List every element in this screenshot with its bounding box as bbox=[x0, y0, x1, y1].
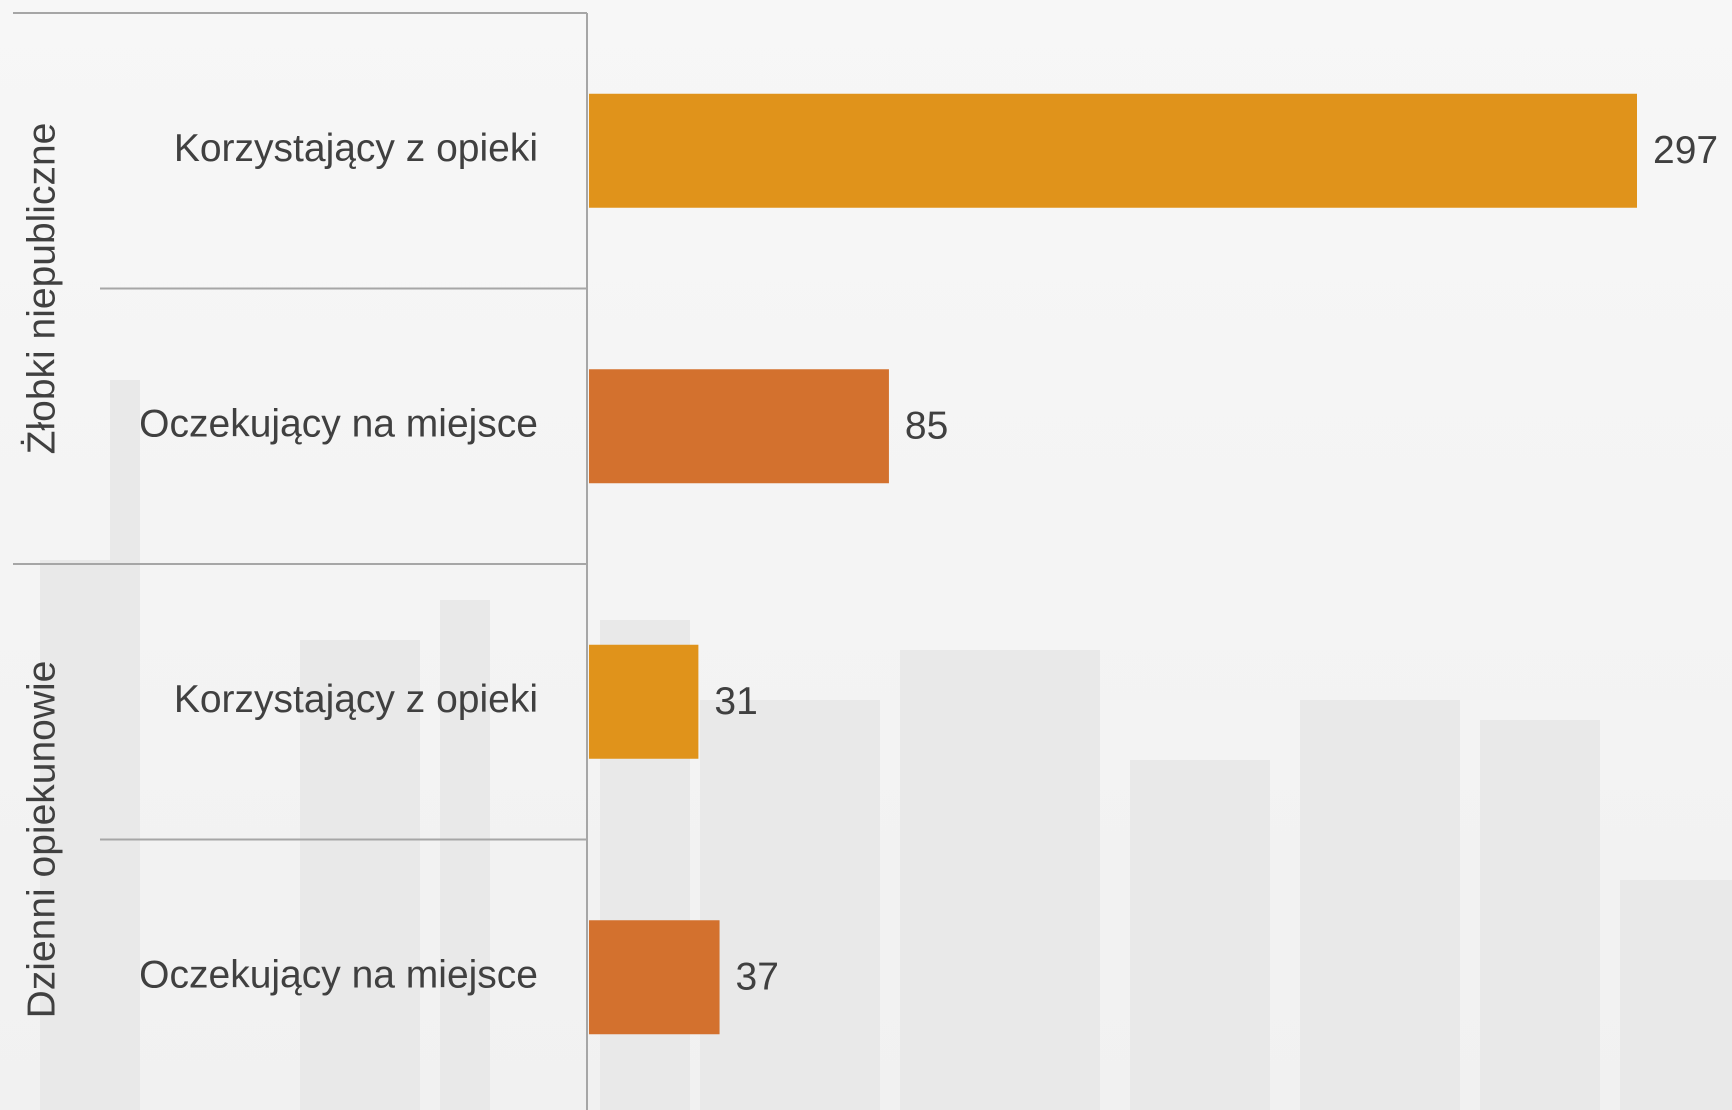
category-label: Oczekujący na miejsce bbox=[139, 403, 538, 446]
value-label: 85 bbox=[905, 405, 948, 448]
bar bbox=[589, 93, 1637, 208]
value-label: 31 bbox=[714, 680, 757, 723]
bar bbox=[589, 369, 889, 484]
value-label: 37 bbox=[736, 956, 779, 999]
bar bbox=[589, 920, 720, 1035]
group-label: Żłobki niepubliczne bbox=[20, 123, 63, 455]
group-label: Dzienni opiekunowie bbox=[20, 661, 63, 1019]
category-label: Korzystający z opieki bbox=[174, 678, 538, 721]
skyline bbox=[40, 380, 1732, 1110]
value-label: 297 bbox=[1653, 129, 1718, 172]
bar bbox=[589, 644, 699, 759]
category-label: Korzystający z opieki bbox=[174, 127, 538, 170]
category-label: Oczekujący na miejsce bbox=[139, 954, 538, 997]
